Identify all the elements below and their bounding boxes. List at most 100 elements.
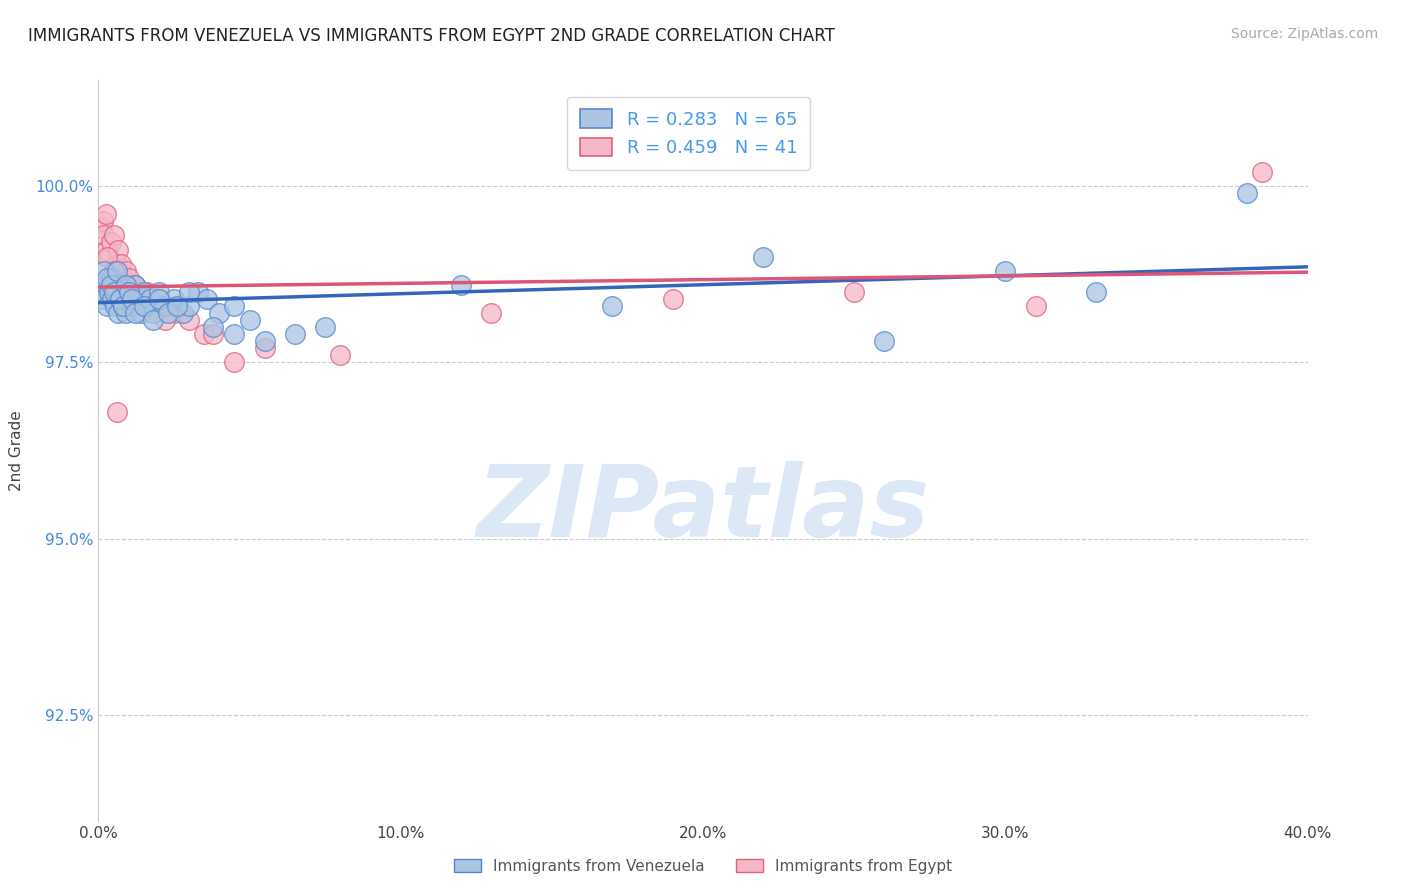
Point xyxy=(202,320,225,334)
Point xyxy=(105,257,128,271)
Point xyxy=(994,263,1017,277)
Point xyxy=(202,327,225,342)
Point xyxy=(107,306,129,320)
Point xyxy=(105,263,128,277)
Point xyxy=(142,306,165,320)
Point xyxy=(139,292,162,306)
Point xyxy=(93,228,115,243)
Point xyxy=(193,327,215,342)
Point xyxy=(153,313,176,327)
Point xyxy=(108,263,131,277)
Point xyxy=(253,341,276,355)
Point xyxy=(873,334,896,348)
Point xyxy=(172,306,194,320)
Point xyxy=(114,277,136,292)
Point xyxy=(481,306,503,320)
Point xyxy=(108,292,131,306)
Point xyxy=(163,306,186,320)
Point xyxy=(127,292,149,306)
Point xyxy=(166,299,188,313)
Point xyxy=(103,285,125,299)
Point xyxy=(148,292,170,306)
Point xyxy=(179,313,201,327)
Point xyxy=(121,285,143,299)
Point xyxy=(101,292,124,306)
Point xyxy=(100,235,122,250)
Point xyxy=(132,299,155,313)
Point xyxy=(153,299,176,313)
Point xyxy=(124,277,146,292)
Point xyxy=(179,299,201,313)
Point xyxy=(1085,285,1108,299)
Point xyxy=(108,292,131,306)
Point xyxy=(96,299,118,313)
Point xyxy=(142,313,165,327)
Point xyxy=(224,355,246,369)
Point xyxy=(1251,165,1274,179)
Point xyxy=(148,285,170,299)
Point xyxy=(187,285,209,299)
Point xyxy=(156,306,179,320)
Text: ZIPatlas: ZIPatlas xyxy=(477,461,929,558)
Point xyxy=(179,285,201,299)
Point xyxy=(135,299,157,313)
Point xyxy=(111,299,134,313)
Point xyxy=(118,270,141,285)
Point xyxy=(118,285,141,299)
Point xyxy=(110,257,132,271)
Point xyxy=(110,277,132,292)
Point xyxy=(844,285,866,299)
Point xyxy=(108,277,131,292)
Point xyxy=(96,270,118,285)
Point xyxy=(103,277,125,292)
Point xyxy=(111,270,134,285)
Point xyxy=(118,285,141,299)
Point xyxy=(124,277,146,292)
Point xyxy=(105,405,128,419)
Point xyxy=(129,292,152,306)
Point xyxy=(115,292,138,306)
Point xyxy=(195,292,218,306)
Point xyxy=(94,207,117,221)
Point xyxy=(224,299,246,313)
Point xyxy=(107,243,129,257)
Text: IMMIGRANTS FROM VENEZUELA VS IMMIGRANTS FROM EGYPT 2ND GRADE CORRELATION CHART: IMMIGRANTS FROM VENEZUELA VS IMMIGRANTS … xyxy=(28,27,835,45)
Point xyxy=(129,306,152,320)
Point xyxy=(94,277,117,292)
Point xyxy=(1024,299,1046,313)
Point xyxy=(111,299,134,313)
Point xyxy=(98,250,121,264)
Point xyxy=(93,263,115,277)
Point xyxy=(100,277,122,292)
Point xyxy=(114,306,136,320)
Point xyxy=(224,327,246,342)
Point xyxy=(114,285,136,299)
Point xyxy=(100,270,122,285)
Point xyxy=(103,263,125,277)
Point xyxy=(121,292,143,306)
Point xyxy=(96,250,118,264)
Point xyxy=(329,348,352,362)
Point xyxy=(121,299,143,313)
Point xyxy=(284,327,307,342)
Point xyxy=(752,250,775,264)
Point xyxy=(135,285,157,299)
Point xyxy=(105,285,128,299)
Point xyxy=(115,277,138,292)
Point xyxy=(96,243,118,257)
Point xyxy=(314,320,336,334)
Point xyxy=(163,292,186,306)
Point xyxy=(98,285,121,299)
Point xyxy=(208,306,231,320)
Point xyxy=(90,285,112,299)
Text: Source: ZipAtlas.com: Source: ZipAtlas.com xyxy=(1230,27,1378,41)
Point xyxy=(239,313,262,327)
Point xyxy=(148,292,170,306)
Point xyxy=(91,214,114,228)
Point xyxy=(253,334,276,348)
Point xyxy=(90,221,112,235)
Point xyxy=(142,299,165,313)
Point xyxy=(124,306,146,320)
Legend: R = 0.283   N = 65, R = 0.459   N = 41: R = 0.283 N = 65, R = 0.459 N = 41 xyxy=(567,96,810,169)
Point xyxy=(112,285,135,299)
